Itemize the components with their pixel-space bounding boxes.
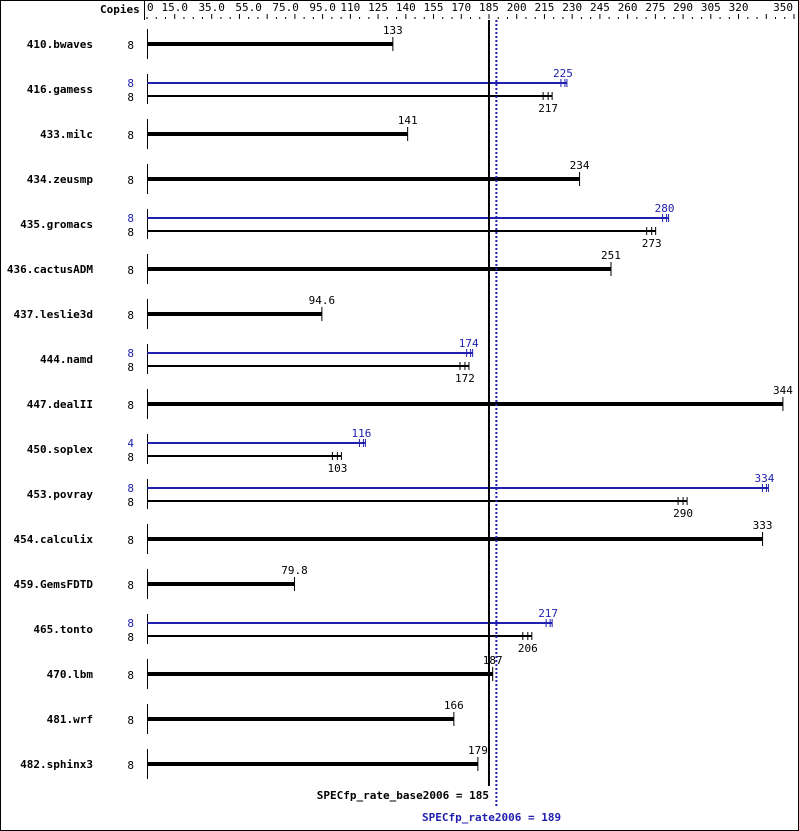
benchmark-label: 447.dealII	[27, 398, 93, 411]
tick-label: 185	[479, 1, 499, 14]
tick-label: 245	[590, 1, 610, 14]
tick-label: 230	[562, 1, 582, 14]
value-label: 133	[383, 24, 403, 37]
copies-value-base: 8	[127, 226, 134, 239]
copies-value: 8	[127, 714, 134, 727]
benchmark-label: 435.gromacs	[20, 218, 93, 231]
benchmark-label: 453.povray	[27, 488, 94, 501]
reference-label-base: SPECfp_rate_base2006 = 185	[317, 789, 489, 802]
value-label: 187	[483, 654, 503, 667]
tick-label: 35.0	[198, 1, 225, 14]
value-label-base: 217	[538, 102, 558, 115]
copies-value: 8	[127, 39, 134, 52]
copies-value: 8	[127, 174, 134, 187]
value-label: 79.8	[281, 564, 308, 577]
value-label-peak: 280	[655, 202, 675, 215]
value-label-peak: 174	[459, 337, 479, 350]
copies-value: 8	[127, 309, 134, 322]
benchmark-label: 444.namd	[40, 353, 93, 366]
tick-label: 0	[147, 1, 154, 14]
value-label: 141	[398, 114, 418, 127]
copies-value-peak: 8	[127, 617, 134, 630]
value-label-base: 172	[455, 372, 475, 385]
benchmark-label: 450.soplex	[27, 443, 94, 456]
value-label: 179	[468, 744, 488, 757]
copies-value-peak: 8	[127, 77, 134, 90]
tick-label: 75.0	[272, 1, 299, 14]
value-label: 94.6	[309, 294, 336, 307]
tick-label: 260	[618, 1, 638, 14]
copies-value: 8	[127, 129, 134, 142]
copies-value-base: 8	[127, 91, 134, 104]
copies-value: 8	[127, 399, 134, 412]
tick-label: 125	[368, 1, 388, 14]
tick-label: 170	[451, 1, 471, 14]
value-label-peak: 225	[553, 67, 573, 80]
value-label-peak: 334	[754, 472, 774, 485]
copies-header: Copies	[100, 3, 140, 16]
copies-value-base: 8	[127, 361, 134, 374]
tick-label: 110	[340, 1, 360, 14]
copies-value-base: 8	[127, 451, 134, 464]
benchmark-label: 437.leslie3d	[14, 308, 93, 321]
benchmark-label: 482.sphinx3	[20, 758, 93, 771]
tick-label: 305	[701, 1, 721, 14]
copies-value-base: 8	[127, 496, 134, 509]
copies-value-peak: 8	[127, 482, 134, 495]
copies-value: 8	[127, 669, 134, 682]
tick-label: 155	[424, 1, 444, 14]
benchmark-label: 433.milc	[40, 128, 93, 141]
value-label-peak: 217	[538, 607, 558, 620]
reference-label-peak: SPECfp_rate2006 = 189	[422, 811, 561, 824]
tick-label: 200	[507, 1, 527, 14]
copies-value: 8	[127, 579, 134, 592]
tick-label: 55.0	[235, 1, 262, 14]
benchmark-label: 470.lbm	[47, 668, 94, 681]
benchmark-label: 436.cactusADM	[7, 263, 93, 276]
value-label: 333	[753, 519, 773, 532]
value-label: 166	[444, 699, 464, 712]
benchmark-label: 481.wrf	[47, 713, 93, 726]
value-label-base: 273	[642, 237, 662, 250]
benchmark-label: 459.GemsFDTD	[14, 578, 94, 591]
copies-value-base: 8	[127, 631, 134, 644]
benchmark-label: 416.gamess	[27, 83, 93, 96]
value-label-base: 290	[673, 507, 693, 520]
value-label-peak: 116	[351, 427, 371, 440]
value-label-base: 103	[327, 462, 347, 475]
benchmark-label: 454.calculix	[14, 533, 94, 546]
tick-label: 95.0	[309, 1, 336, 14]
tick-label: 320	[729, 1, 749, 14]
value-label: 344	[773, 384, 793, 397]
tick-label: 275	[645, 1, 665, 14]
copies-value-peak: 8	[127, 347, 134, 360]
value-label: 234	[570, 159, 590, 172]
tick-label: 350	[773, 1, 793, 14]
tick-label: 140	[396, 1, 416, 14]
value-label: 251	[601, 249, 621, 262]
copies-value: 8	[127, 759, 134, 772]
tick-label: 290	[673, 1, 693, 14]
copies-value: 8	[127, 264, 134, 277]
copies-value-peak: 8	[127, 212, 134, 225]
benchmark-label: 465.tonto	[33, 623, 93, 636]
benchmark-label: 410.bwaves	[27, 38, 93, 51]
value-label-base: 206	[518, 642, 538, 655]
tick-label: 15.0	[161, 1, 188, 14]
tick-label: 215	[535, 1, 555, 14]
copies-value-peak: 4	[127, 437, 134, 450]
benchmark-label: 434.zeusmp	[27, 173, 94, 186]
copies-value: 8	[127, 534, 134, 547]
